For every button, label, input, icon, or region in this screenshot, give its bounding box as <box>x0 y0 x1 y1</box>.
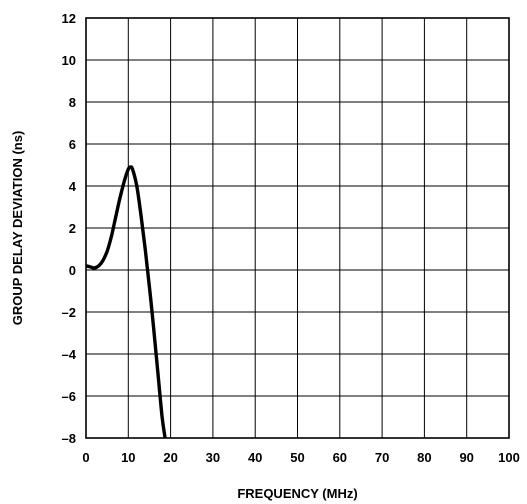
grid <box>85 17 510 439</box>
x-tick-label: 50 <box>290 450 304 465</box>
y-tick-label: 0 <box>69 263 76 278</box>
x-tick-label: 30 <box>206 450 220 465</box>
series-group <box>85 165 167 439</box>
y-axis-title: GROUP DELAY DEVIATION (ns) <box>10 131 25 326</box>
x-tick-label: 70 <box>375 450 389 465</box>
y-tick-label: 6 <box>69 137 76 152</box>
x-tick-label: 90 <box>459 450 473 465</box>
plot-frame <box>85 17 510 439</box>
x-axis-title: FREQUENCY (MHz) <box>237 486 357 501</box>
x-tick-label: 100 <box>498 450 520 465</box>
y-tick-label: 8 <box>69 95 76 110</box>
x-tick-label: 40 <box>248 450 262 465</box>
x-tick-label: 20 <box>163 450 177 465</box>
y-tick-label: –8 <box>62 431 76 446</box>
x-tick-label: 0 <box>82 450 89 465</box>
x-tick-label: 80 <box>417 450 431 465</box>
y-tick-label: 2 <box>69 221 76 236</box>
y-tick-label: –4 <box>62 347 77 362</box>
y-tick-label: 4 <box>69 179 77 194</box>
x-tick-label: 60 <box>333 450 347 465</box>
y-tick-label: 12 <box>62 11 76 26</box>
y-tick-label: –6 <box>62 389 76 404</box>
y-tick-label: 10 <box>62 53 76 68</box>
y-tick-label: –2 <box>62 305 76 320</box>
series-line-0 <box>85 165 167 439</box>
x-tick-label: 10 <box>121 450 135 465</box>
